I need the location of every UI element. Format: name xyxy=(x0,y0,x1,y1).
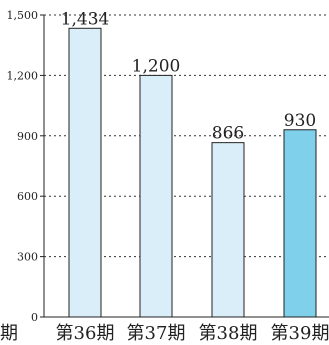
bar xyxy=(284,130,316,317)
category-label: 第37期 xyxy=(127,323,186,344)
bar-value-label: 866 xyxy=(212,124,244,144)
bar xyxy=(212,143,244,317)
category-label: 第36期 xyxy=(56,323,115,344)
bar-value-label: 1,434 xyxy=(61,9,110,29)
y-tick-label: 300 xyxy=(17,251,38,264)
y-tick-label: 1,200 xyxy=(7,69,39,82)
bars xyxy=(69,28,316,317)
bar xyxy=(140,75,172,317)
category-label: 第38期 xyxy=(199,323,258,344)
y-tick-label: 0 xyxy=(31,311,38,324)
category-label: 第39期 xyxy=(271,323,329,344)
y-tick-label: 900 xyxy=(17,130,38,143)
bar xyxy=(69,28,101,317)
category-labels: 第36期 第37期 第38期 第39期 xyxy=(56,323,329,344)
y-tick-label: 1,500 xyxy=(7,9,39,22)
bar-value-label: 930 xyxy=(284,111,316,131)
y-ticks: 0 300 600 900 1,200 1,500 xyxy=(7,9,45,324)
y-tick-label: 600 xyxy=(17,190,38,203)
bar-value-label: 1,200 xyxy=(132,56,181,76)
clipped-left-category-label: 期 xyxy=(0,323,18,344)
